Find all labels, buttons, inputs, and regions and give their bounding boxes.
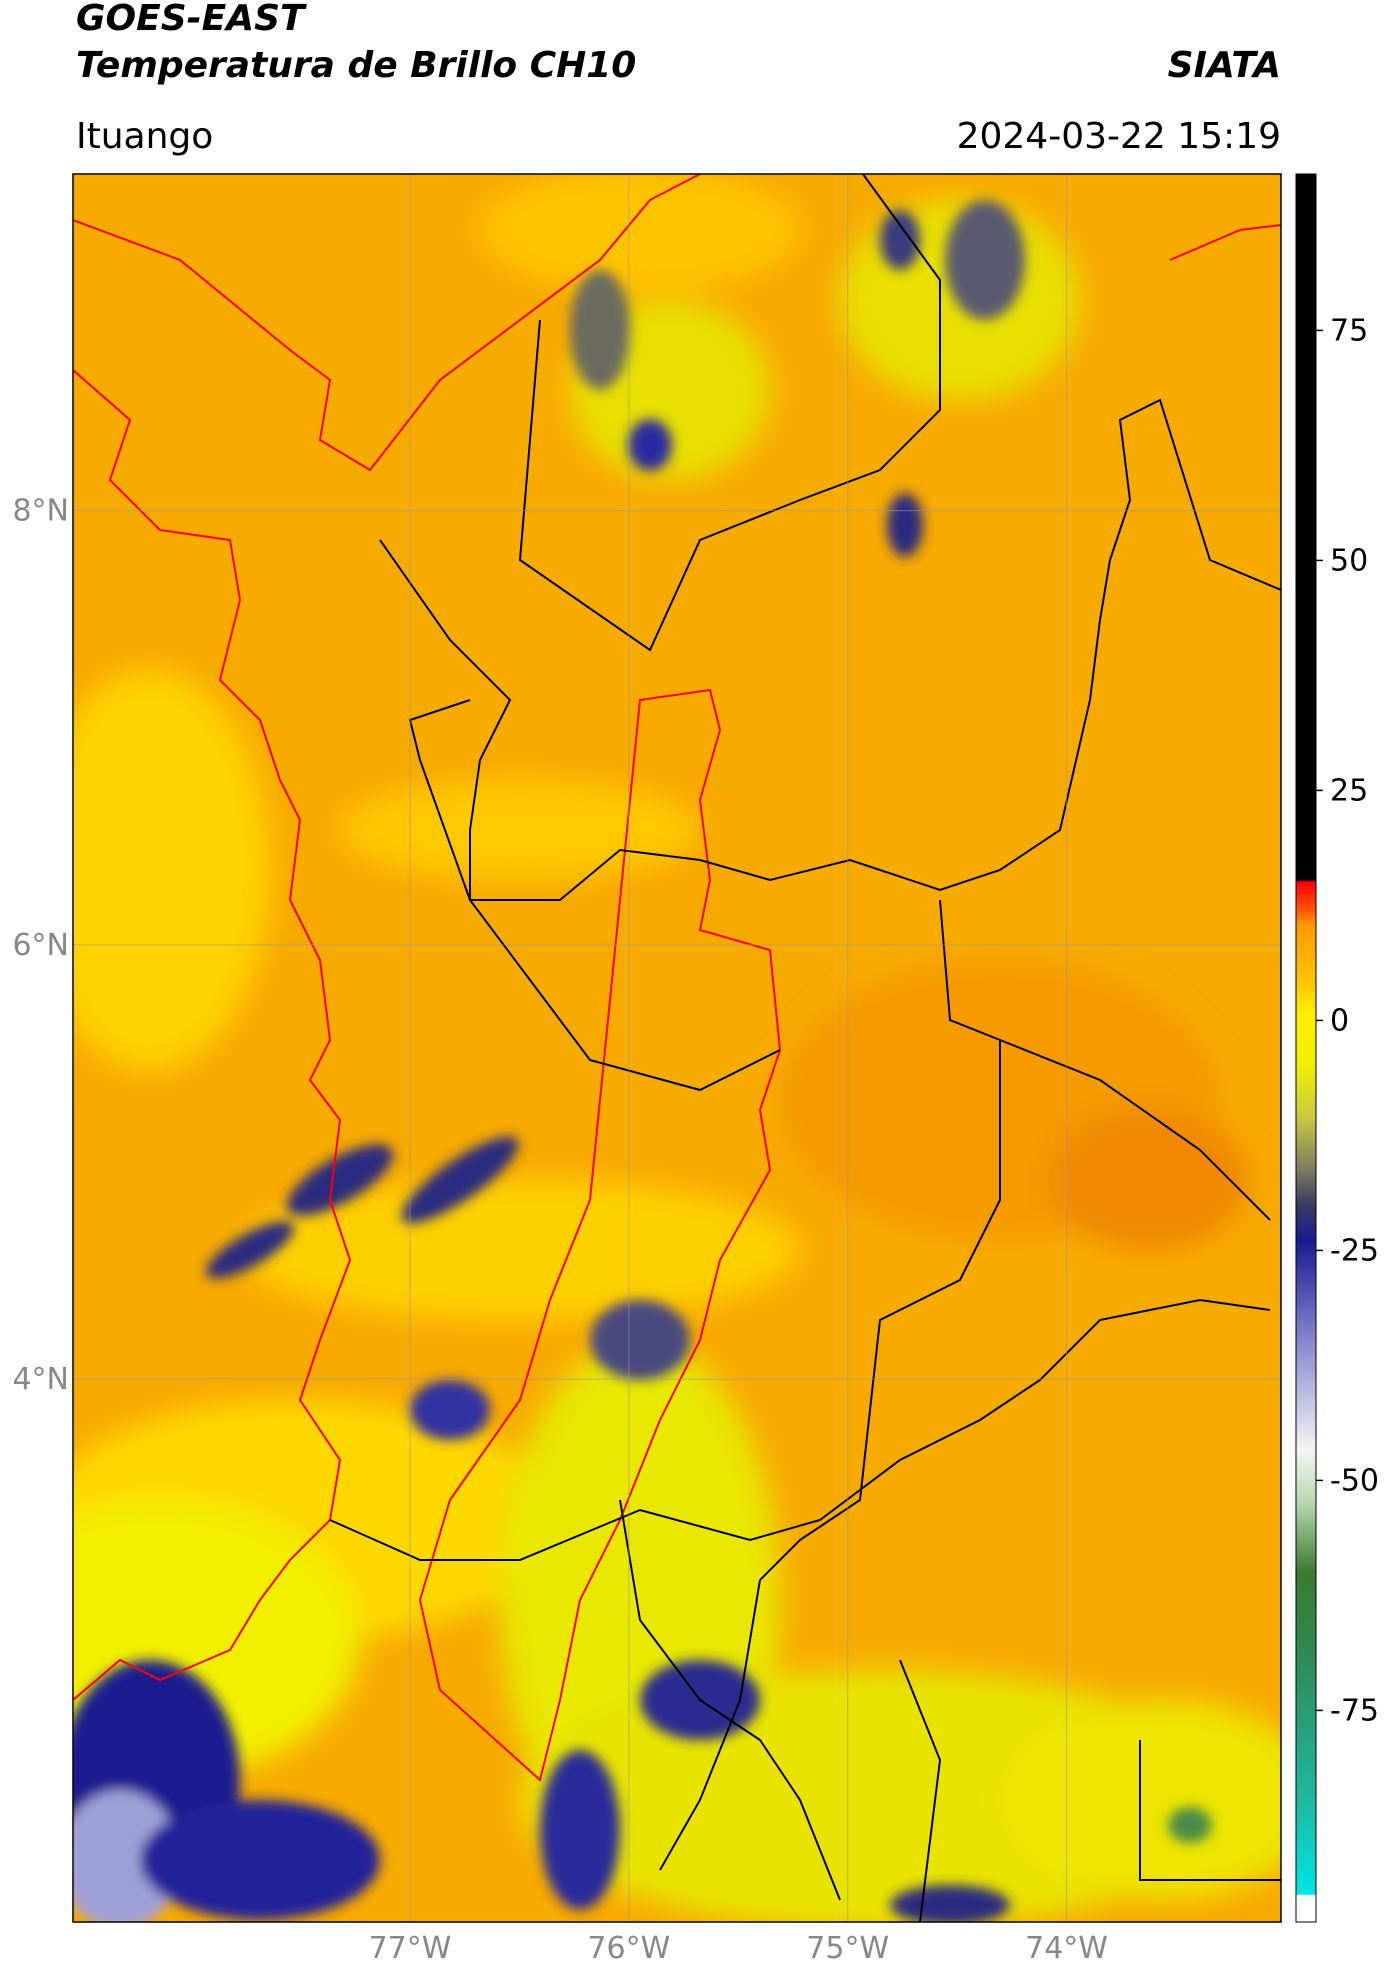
source: SIATA <box>1168 45 1281 86</box>
location: Ituango <box>76 116 213 157</box>
colorbar-tick-label: 50 <box>1330 543 1368 578</box>
x-tick-label: 74°W <box>1025 1931 1108 1966</box>
x-tick-label: 76°W <box>587 1931 670 1966</box>
colorbar-tick-label: -50 <box>1330 1463 1379 1498</box>
x-tick-label: 77°W <box>369 1931 452 1966</box>
y-tick-label: 8°N <box>12 494 69 529</box>
map-frame <box>72 173 1282 1923</box>
colorbar-tick-label: 0 <box>1330 1003 1349 1038</box>
colorbar <box>1295 173 1317 1923</box>
colorbar-tick-label: 75 <box>1330 313 1368 348</box>
x-tick-label: 75°W <box>806 1931 889 1966</box>
subtitle: Temperatura de Brillo CH10 <box>76 45 636 86</box>
title: GOES-EAST <box>76 0 307 39</box>
colorbar-tick-label: 25 <box>1330 773 1368 808</box>
colorbar-tick-label: -75 <box>1330 1693 1379 1728</box>
borders <box>73 174 1281 1922</box>
satellite-image <box>73 174 1281 1922</box>
y-tick-label: 6°N <box>12 928 69 963</box>
datetime: 2024-03-22 15:19 <box>957 116 1281 157</box>
y-tick-label: 4°N <box>12 1362 69 1397</box>
colorbar-tick-label: -25 <box>1330 1233 1379 1268</box>
